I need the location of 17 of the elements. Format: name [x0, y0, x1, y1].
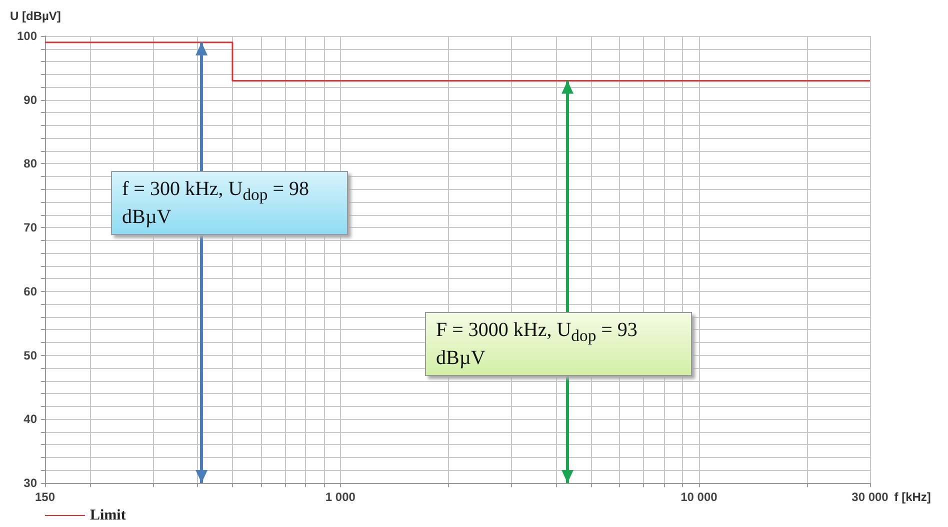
y-tick-label: 60	[24, 284, 38, 298]
y-tick-label: 40	[24, 412, 38, 426]
x-tick-label: 1 000	[325, 490, 356, 504]
legend-label: Limit	[90, 508, 126, 524]
y-tick-label: 70	[24, 220, 38, 235]
y-tick-label: 90	[24, 92, 38, 107]
x-axis-title: f [kHz]	[894, 490, 931, 504]
x-tick-label: 150	[34, 490, 56, 504]
x-tick-label: 10 000	[680, 490, 718, 504]
y-tick-label: 30	[24, 476, 38, 490]
y-axis-title: U [dBµV]	[10, 9, 61, 23]
y-tick-label: 100	[16, 29, 38, 43]
callout-box: f = 300 kHz, U$_{dop}$ = 98 dBµV	[111, 171, 348, 235]
y-tick-label: 80	[24, 156, 38, 171]
x-tick-label: 30 000	[852, 490, 889, 504]
callout-box: F = 3000 kHz, U$_{dop}$ = 93 dBµV	[425, 312, 692, 376]
y-tick-label: 50	[24, 348, 38, 362]
